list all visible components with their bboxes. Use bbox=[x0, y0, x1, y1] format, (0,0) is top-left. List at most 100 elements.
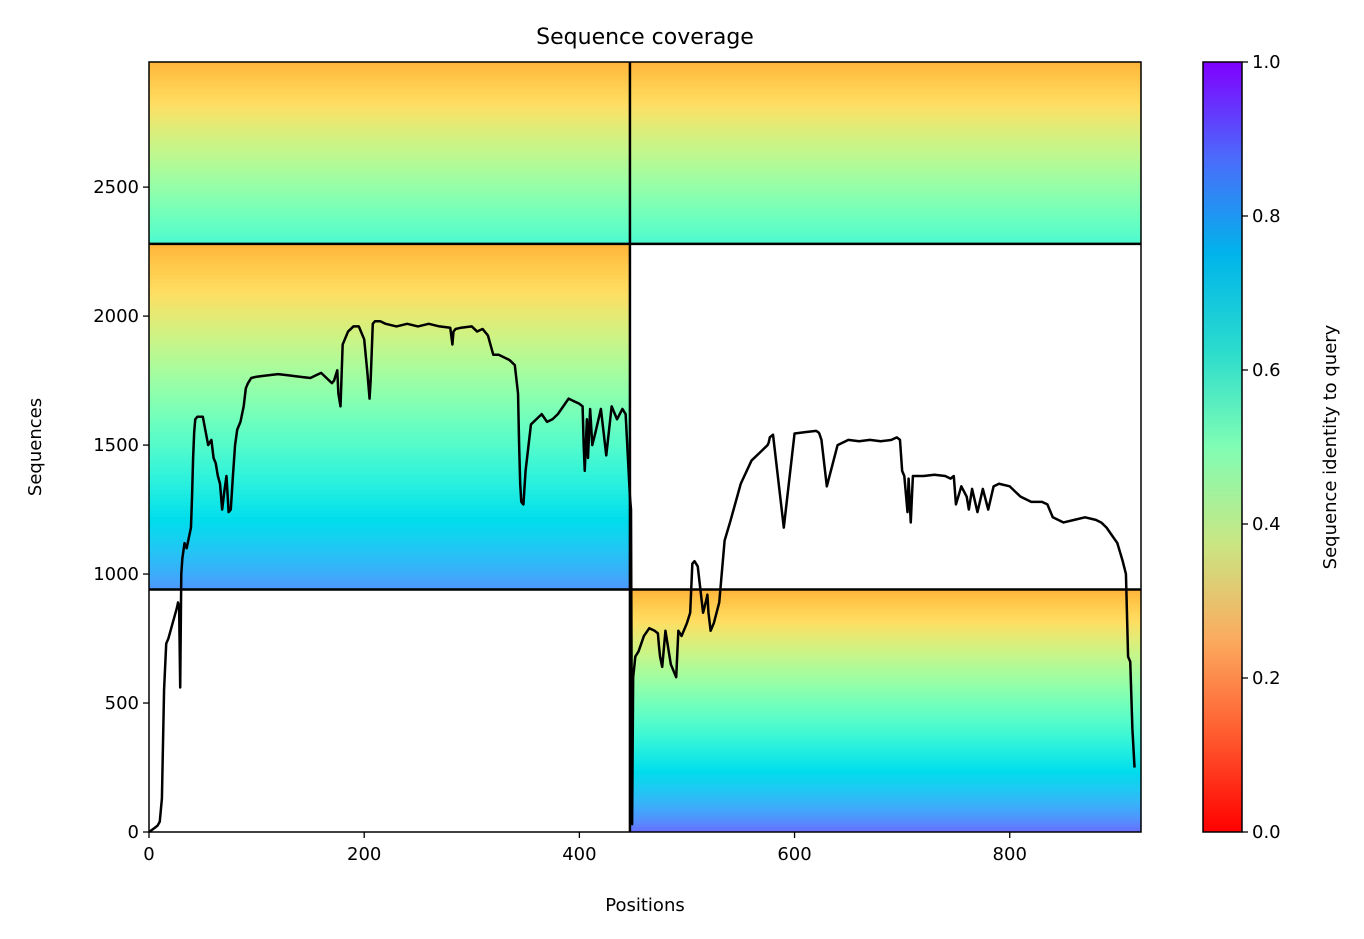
colorbar-tick-label: 0.2 bbox=[1252, 668, 1281, 689]
heatmap-band bbox=[149, 76, 630, 79]
heatmap-band bbox=[149, 266, 630, 272]
heatmap-band bbox=[629, 810, 1141, 814]
heatmap-band bbox=[629, 64, 1141, 67]
heatmap-band bbox=[629, 140, 1141, 144]
heatmap-band bbox=[629, 86, 1141, 89]
heatmap-band bbox=[629, 613, 1141, 618]
heatmap-band bbox=[629, 691, 1141, 696]
heatmap-band bbox=[629, 215, 1141, 219]
heatmap-band bbox=[149, 439, 630, 445]
heatmap-band bbox=[149, 409, 630, 414]
heatmap-band bbox=[629, 128, 1141, 132]
heatmap-band bbox=[149, 98, 630, 101]
heatmap-band bbox=[149, 293, 630, 299]
heatmap-band bbox=[629, 716, 1141, 720]
heatmap-band bbox=[629, 197, 1141, 200]
heatmap-band bbox=[629, 68, 1141, 71]
heatmap-band bbox=[149, 458, 630, 464]
heatmap-band bbox=[149, 199, 630, 203]
heatmap-band bbox=[629, 124, 1141, 128]
heatmap-band bbox=[149, 189, 630, 192]
heatmap-band bbox=[629, 227, 1141, 231]
heatmap-band bbox=[629, 640, 1141, 644]
heatmap-band bbox=[149, 282, 630, 287]
heatmap-band bbox=[149, 339, 630, 345]
heatmap-band bbox=[629, 80, 1141, 83]
heatmap-band bbox=[149, 516, 630, 521]
y-tick-label: 0 bbox=[128, 822, 139, 843]
heatmap-band bbox=[149, 239, 630, 243]
heatmap-band bbox=[149, 126, 630, 130]
heatmap-band bbox=[149, 562, 630, 568]
heatmap-band bbox=[629, 791, 1141, 795]
heatmap-band bbox=[629, 602, 1141, 607]
heatmap-band bbox=[149, 539, 630, 545]
heatmap-band bbox=[149, 88, 630, 91]
heatmap-band bbox=[629, 84, 1141, 87]
heatmap-band bbox=[629, 813, 1141, 817]
heatmap-band bbox=[149, 158, 630, 162]
heatmap-band bbox=[149, 181, 630, 184]
heatmap-band bbox=[149, 154, 630, 158]
heatmap-band bbox=[149, 146, 630, 150]
heatmap-band bbox=[149, 359, 630, 364]
heatmap-band bbox=[629, 98, 1141, 101]
heatmap-band bbox=[149, 574, 630, 579]
heatmap-band bbox=[629, 231, 1141, 235]
heatmap-band bbox=[149, 362, 630, 368]
heatmap-band bbox=[149, 132, 630, 136]
heatmap-band bbox=[629, 221, 1141, 225]
heatmap-band bbox=[629, 627, 1141, 631]
heatmap-band bbox=[149, 270, 630, 276]
heatmap-band bbox=[149, 455, 630, 460]
heatmap-band bbox=[629, 786, 1141, 790]
heatmap-band bbox=[149, 428, 630, 433]
heatmap-band bbox=[149, 578, 630, 583]
heatmap-band bbox=[149, 301, 630, 306]
heatmap-band bbox=[149, 432, 630, 437]
heatmap-band bbox=[149, 100, 630, 104]
heatmap-band bbox=[629, 130, 1141, 134]
heatmap-band bbox=[629, 150, 1141, 154]
heatmap-band bbox=[149, 237, 630, 241]
heatmap-band bbox=[629, 106, 1141, 110]
x-axis-label: Positions bbox=[605, 895, 684, 916]
heatmap-band bbox=[149, 370, 630, 376]
heatmap-band bbox=[149, 136, 630, 140]
heatmap-band bbox=[149, 78, 630, 81]
heatmap-band bbox=[629, 82, 1141, 85]
heatmap-band bbox=[149, 397, 630, 402]
heatmap-band bbox=[149, 177, 630, 180]
heatmap-band bbox=[629, 62, 1141, 65]
heatmap-band bbox=[149, 165, 630, 168]
heatmap-band bbox=[629, 675, 1141, 680]
heatmap-band bbox=[149, 566, 630, 571]
heatmap-band bbox=[629, 732, 1141, 736]
heatmap-band bbox=[629, 92, 1141, 95]
heatmap-band bbox=[149, 130, 630, 134]
heatmap-band bbox=[149, 320, 630, 326]
heatmap-band bbox=[149, 393, 630, 399]
heatmap-band bbox=[629, 654, 1141, 658]
heatmap-band bbox=[629, 225, 1141, 229]
heatmap-band bbox=[149, 424, 630, 429]
heatmap-band bbox=[149, 416, 630, 422]
heatmap-band bbox=[629, 702, 1141, 706]
heatmap-band bbox=[149, 94, 630, 97]
plot-frame bbox=[148, 61, 1142, 833]
heatmap-band bbox=[629, 74, 1141, 77]
heatmap-band bbox=[629, 108, 1141, 112]
heatmap-band bbox=[629, 656, 1141, 661]
heatmap-band bbox=[629, 608, 1141, 612]
heatmap-band bbox=[149, 366, 630, 372]
heatmap-band bbox=[149, 86, 630, 89]
heatmap-band bbox=[629, 807, 1141, 812]
heatmap-band bbox=[149, 585, 630, 591]
heatmap-band bbox=[149, 225, 630, 229]
heatmap-band bbox=[149, 508, 630, 514]
heatmap-band bbox=[629, 102, 1141, 106]
heatmap-band bbox=[629, 629, 1141, 634]
y-axis-label: Sequences bbox=[25, 398, 46, 496]
heatmap-band bbox=[149, 197, 630, 200]
heatmap-band bbox=[149, 581, 630, 587]
